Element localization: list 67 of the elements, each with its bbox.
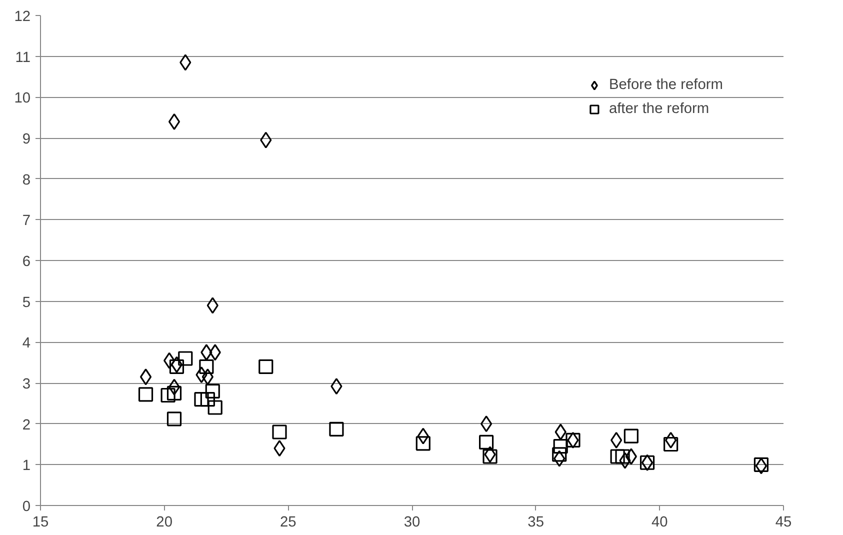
- point: [484, 446, 496, 463]
- point: [610, 449, 625, 464]
- point: [416, 436, 430, 451]
- point: [166, 386, 182, 401]
- point: [178, 351, 193, 366]
- y-tick-label: 12: [14, 9, 31, 25]
- point: [200, 344, 212, 361]
- x-tick-label: 15: [32, 514, 49, 530]
- point: [664, 436, 678, 452]
- point: [482, 449, 498, 464]
- point: [272, 424, 287, 440]
- point: [170, 356, 183, 373]
- point: [552, 447, 567, 462]
- point: [200, 392, 215, 407]
- point: [258, 359, 274, 374]
- y-tick-label: 7: [22, 213, 31, 230]
- point: [180, 54, 192, 71]
- x-tick-label: 30: [404, 514, 420, 530]
- point: [479, 434, 494, 450]
- legend-label: Before the reform: [608, 77, 723, 93]
- point: [194, 392, 209, 407]
- y-tick-label: 9: [22, 132, 31, 148]
- x-tick-label: 35: [528, 514, 544, 530]
- y-tick-label: 8: [22, 172, 31, 188]
- y-tick-label: 1: [22, 458, 31, 474]
- y-tick-label: 4: [22, 336, 31, 352]
- y-tick-label: 10: [14, 90, 31, 107]
- point: [209, 344, 221, 361]
- point: [417, 428, 429, 444]
- point: [208, 400, 222, 415]
- point: [610, 432, 622, 448]
- point: [619, 452, 631, 469]
- point: [625, 448, 637, 465]
- x-tick-label: 45: [775, 514, 792, 530]
- point: [205, 384, 220, 398]
- point: [553, 438, 568, 454]
- point: [196, 366, 208, 384]
- point: [202, 368, 214, 386]
- point: [624, 428, 638, 444]
- point: [274, 440, 286, 457]
- point: [615, 449, 630, 464]
- point: [138, 387, 154, 402]
- point: [199, 359, 214, 374]
- point: [163, 352, 176, 369]
- point: [665, 432, 677, 448]
- y-tick-label: 6: [22, 254, 31, 270]
- point: [140, 368, 152, 386]
- point: [206, 297, 218, 314]
- x-tick-label: 25: [280, 514, 296, 530]
- point: [329, 422, 344, 436]
- point: [554, 450, 566, 467]
- y-tick-label: 11: [15, 50, 31, 66]
- point: [260, 132, 272, 148]
- point: [166, 412, 182, 426]
- point: [168, 378, 180, 396]
- point: [480, 416, 492, 432]
- x-tick-label: 40: [652, 514, 668, 530]
- y-tick-label: 3: [22, 376, 31, 392]
- y-tick-label: 0: [22, 499, 31, 515]
- point: [160, 388, 176, 403]
- y-tick-label: 2: [22, 417, 31, 434]
- legend-label: after the reform: [608, 101, 710, 117]
- y-tick-label: 5: [22, 294, 31, 311]
- point: [169, 359, 184, 374]
- point: [554, 424, 566, 440]
- x-tick-label: 20: [156, 514, 172, 530]
- point: [168, 113, 180, 130]
